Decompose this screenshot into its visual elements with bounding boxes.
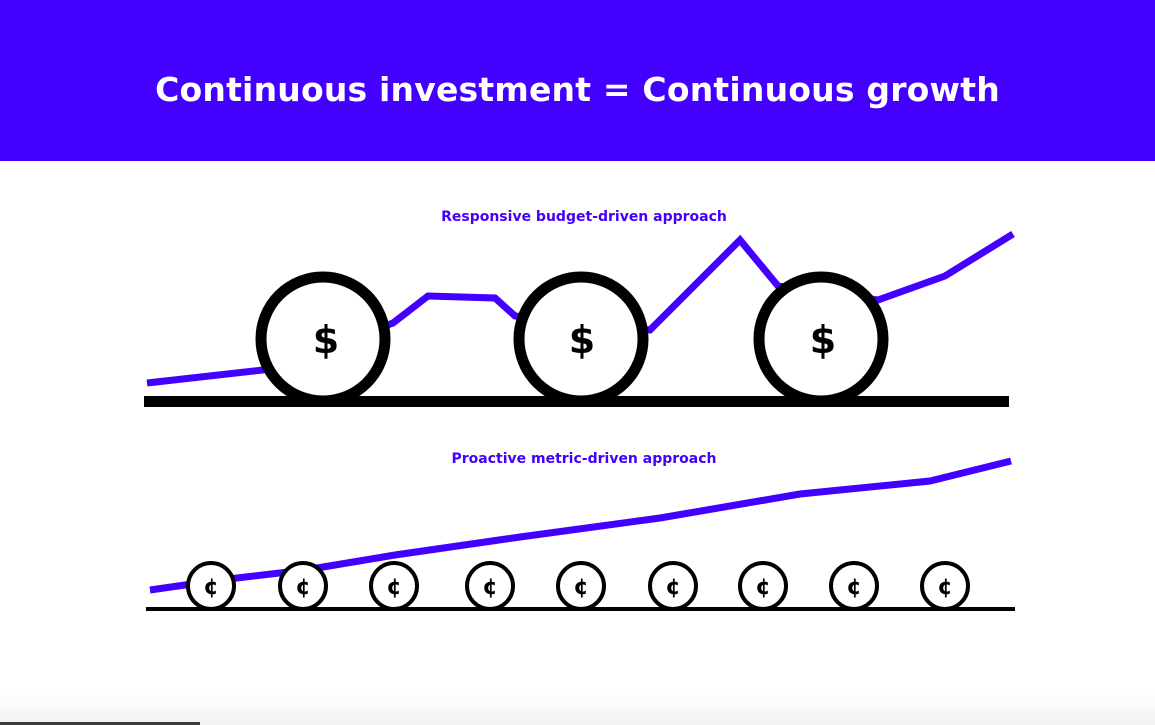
cent-symbol: ¢ (295, 575, 310, 600)
cent-symbol: ¢ (573, 575, 588, 600)
cent-symbol: ¢ (846, 575, 861, 600)
cent-coin-2: ¢ (278, 561, 328, 611)
bottom-edge-rule (0, 722, 200, 725)
proactive-approach-label: Proactive metric-driven approach (451, 451, 717, 467)
cent-coin-5: ¢ (556, 561, 606, 611)
dollar-coin-2: $ (513, 271, 649, 407)
dollar-symbol: $ (810, 318, 836, 362)
title-banner: Continuous investment = Continuous growt… (0, 0, 1155, 161)
cent-symbol: ¢ (203, 575, 218, 600)
cent-coin-3: ¢ (369, 561, 419, 611)
cent-symbol: ¢ (937, 575, 952, 600)
responsive-approach-label: Responsive budget-driven approach (441, 209, 727, 225)
cent-symbol: ¢ (386, 575, 401, 600)
cent-symbol: ¢ (755, 575, 770, 600)
page-title: Continuous investment = Continuous growt… (155, 70, 1000, 109)
proactive-approach-diagram: ¢ ¢ ¢ ¢ ¢ ¢ ¢ ¢ (146, 457, 1015, 611)
bottom-edge-fade (0, 690, 1155, 725)
dollar-coin-3: $ (753, 271, 889, 407)
cent-coin-8: ¢ (829, 561, 879, 611)
cent-coin-1: ¢ (186, 561, 236, 611)
proactive-growth-line (149, 457, 1012, 594)
responsive-approach-diagram: $ $ $ (144, 231, 1015, 407)
cent-coin-4: ¢ (465, 561, 515, 611)
dollar-symbol: $ (569, 318, 595, 362)
cent-coin-6: ¢ (648, 561, 698, 611)
cent-coin-9: ¢ (920, 561, 970, 611)
dollar-coin-1: $ (255, 271, 391, 407)
cent-symbol: ¢ (665, 575, 680, 600)
cent-symbol: ¢ (482, 575, 497, 600)
dollar-symbol: $ (313, 318, 339, 362)
cent-coin-7: ¢ (738, 561, 788, 611)
